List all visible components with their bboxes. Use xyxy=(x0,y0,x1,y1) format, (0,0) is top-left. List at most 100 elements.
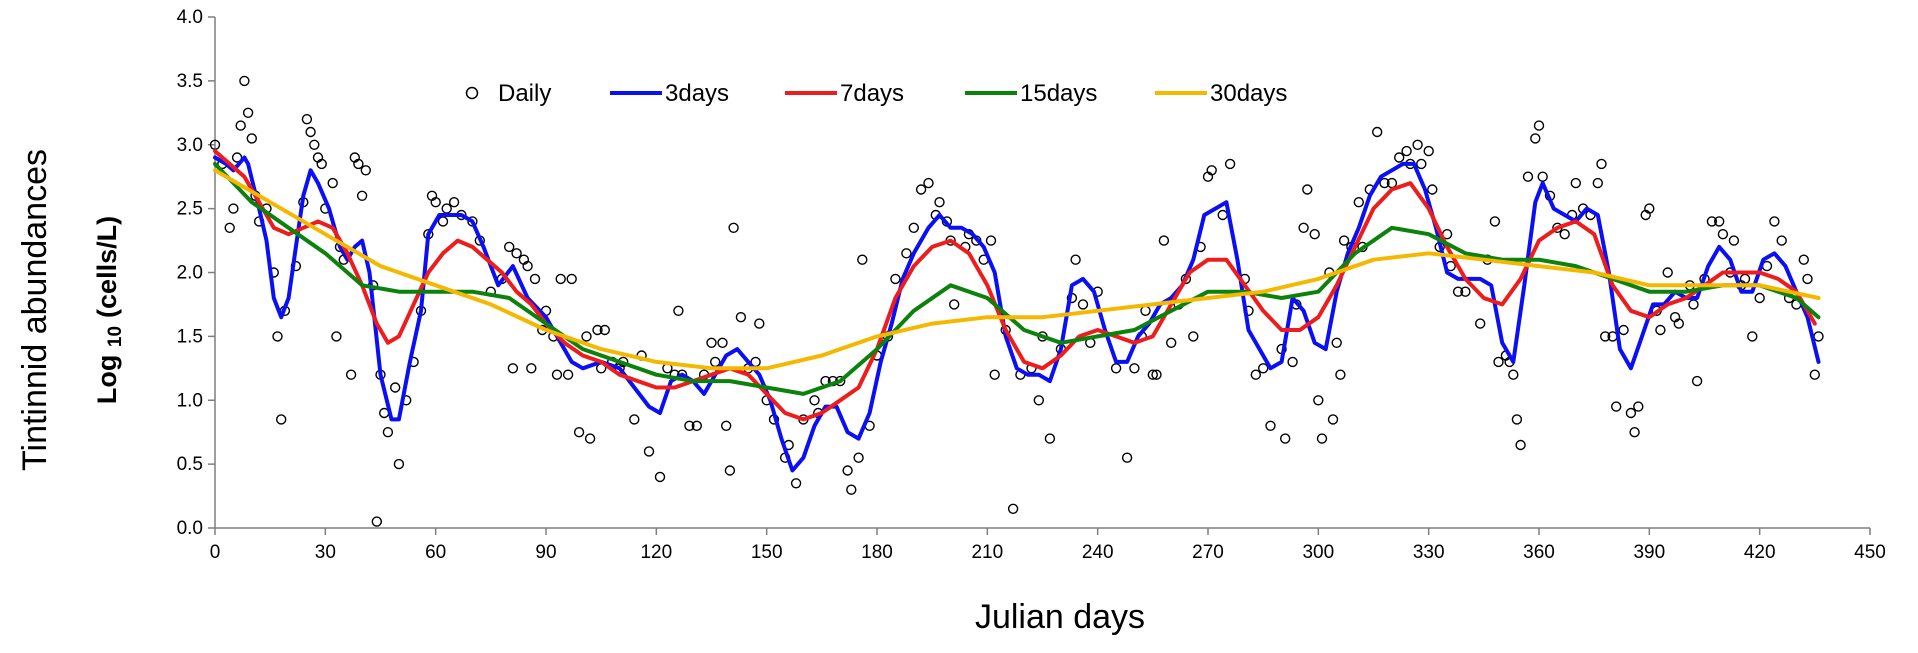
legend: Daily 3days 7days 15days 30days xyxy=(465,80,1287,107)
daily-point xyxy=(1250,369,1262,380)
x-tick-label: 360 xyxy=(1523,542,1555,563)
daily-point xyxy=(949,299,960,310)
daily-point xyxy=(1188,331,1199,342)
daily-point xyxy=(272,331,283,342)
daily-point xyxy=(246,133,258,144)
y-tick-label: 2.0 xyxy=(177,263,203,284)
daily-point xyxy=(1747,331,1758,342)
daily-point xyxy=(1570,177,1582,189)
daily-point xyxy=(511,248,522,259)
daily-point xyxy=(327,177,338,189)
daily-point xyxy=(1044,433,1056,444)
daily-point xyxy=(1287,356,1298,368)
daily-point xyxy=(1257,363,1269,374)
daily-point xyxy=(1077,299,1089,310)
daily-point xyxy=(1511,414,1523,425)
daily-point xyxy=(345,369,357,380)
daily-point xyxy=(1754,292,1765,304)
daily-point xyxy=(504,241,515,253)
daily-point xyxy=(857,254,868,265)
legend-label-7days: 7days xyxy=(840,80,904,107)
y-axis-label-unit: (cells/L) xyxy=(92,216,122,318)
daily-point xyxy=(1331,337,1342,348)
daily-point xyxy=(309,139,320,151)
y-tick-label: 1.0 xyxy=(177,390,203,411)
daily-point xyxy=(1673,318,1685,329)
daily-point xyxy=(1530,133,1541,144)
daily-point xyxy=(923,177,934,189)
daily-point xyxy=(643,446,655,457)
x-tick-label: 150 xyxy=(751,542,783,563)
tick-labels: 0 30 60 90 120 150 180 210 240 270 300 330 360 390 420… xyxy=(177,7,1886,563)
daily-point xyxy=(1316,433,1328,444)
daily-point xyxy=(1474,318,1486,329)
daily-point xyxy=(1515,439,1526,451)
x-tick-label: 300 xyxy=(1302,542,1334,563)
daily-point xyxy=(629,414,640,425)
x-tick-label: 120 xyxy=(640,542,672,563)
x-tick-label: 330 xyxy=(1413,542,1445,563)
daily-point xyxy=(809,395,820,406)
daily-point xyxy=(1353,196,1365,208)
daily-point xyxy=(717,337,728,348)
daily-point xyxy=(1522,171,1534,182)
daily-point xyxy=(529,273,541,285)
daily-point xyxy=(1769,216,1780,227)
daily-point xyxy=(1371,126,1383,138)
daily-point xyxy=(673,305,684,316)
series-line-7days xyxy=(213,149,1817,422)
daily-point xyxy=(1610,401,1622,412)
x-tick-label: 390 xyxy=(1633,542,1665,563)
daily-point xyxy=(551,369,563,380)
daily-point xyxy=(710,356,721,368)
daily-point xyxy=(1224,158,1236,170)
y-tick-label: 0.5 xyxy=(177,454,203,475)
daily-point xyxy=(1121,452,1133,463)
daily-point xyxy=(1379,177,1390,189)
daily-point xyxy=(353,158,364,170)
daily-point xyxy=(1688,299,1699,310)
daily-point xyxy=(1412,139,1423,151)
legend-label-Daily: Daily xyxy=(498,80,551,107)
daily-point xyxy=(526,363,537,374)
daily-point xyxy=(724,465,736,476)
legend-marker-Daily xyxy=(465,86,479,100)
daily-point xyxy=(706,337,717,348)
daily-point xyxy=(790,478,802,489)
daily-point xyxy=(331,331,342,342)
daily-point xyxy=(1338,235,1350,246)
daily-point xyxy=(1633,401,1644,412)
daily-point xyxy=(1265,420,1276,431)
daily-point xyxy=(908,222,919,234)
daily-point xyxy=(1493,356,1504,368)
daily-point xyxy=(1309,228,1320,240)
daily-point xyxy=(507,363,519,374)
y-tick-label: 3.0 xyxy=(177,135,203,156)
daily-point xyxy=(441,203,452,214)
daily-point xyxy=(934,196,945,208)
daily-point xyxy=(1313,395,1324,406)
daily-point xyxy=(890,273,901,285)
daily-point xyxy=(842,465,853,476)
daily-point xyxy=(1147,369,1159,380)
daily-point xyxy=(1809,369,1821,380)
daily-point xyxy=(393,458,405,470)
x-tick-label: 0 xyxy=(210,542,221,563)
legend-label-30days: 30days xyxy=(1210,80,1287,107)
y-axis-label: Log 10 (cells/L) xyxy=(92,216,126,404)
daily-point xyxy=(1423,145,1434,157)
x-axis-label: Julian days xyxy=(975,598,1145,636)
daily-point xyxy=(231,152,243,163)
daily-point xyxy=(1802,273,1813,285)
daily-point xyxy=(562,369,574,380)
daily-point xyxy=(592,324,603,336)
daily-point xyxy=(1217,209,1228,221)
daily-point xyxy=(1460,286,1471,297)
daily-point xyxy=(1298,222,1309,234)
daily-point xyxy=(1644,203,1655,214)
daily-point xyxy=(555,273,566,285)
daily-point xyxy=(901,248,912,259)
daily-point xyxy=(1007,503,1019,514)
daily-point xyxy=(581,331,592,342)
